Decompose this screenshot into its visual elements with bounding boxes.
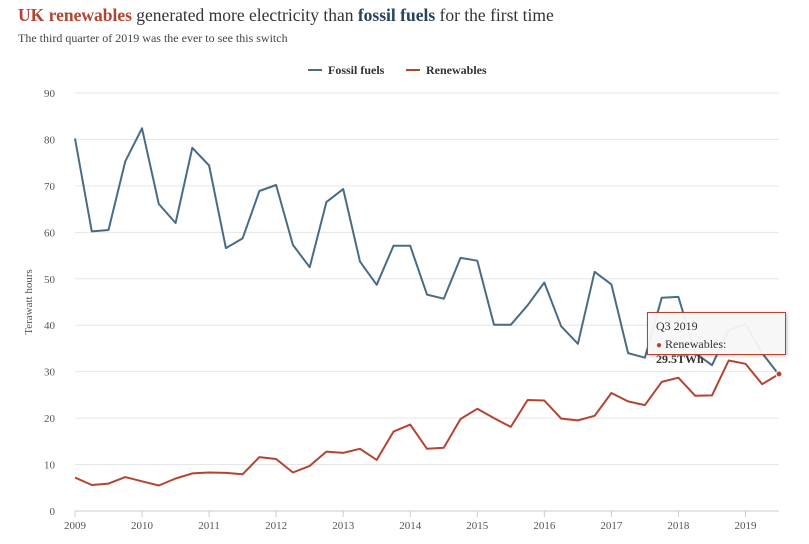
- x-tick-label: 2013: [332, 520, 355, 532]
- x-tick-label: 2010: [131, 520, 154, 532]
- legend: Fossil fuels Renewables: [308, 63, 487, 77]
- chart-title: UK renewables generated more electricity…: [18, 5, 554, 26]
- tooltip-label: Renewables:: [665, 337, 727, 351]
- y-tick-label: 90: [44, 88, 56, 100]
- y-tick-label: 40: [44, 320, 56, 332]
- x-tick-label: 2016: [533, 520, 556, 532]
- gridlines: [75, 92, 779, 466]
- title-middle: generated more electricity than: [131, 5, 358, 25]
- y-axis-ticks: 0 10 20 30 40 50 60 70 80 90: [44, 88, 56, 518]
- x-tick-label: 2011: [198, 520, 220, 532]
- x-axis: 2009 2010 2011 2012 2013 2014 2015 2016 2017 2018…: [64, 510, 779, 532]
- y-tick-label: 80: [44, 134, 56, 146]
- x-tick-label: 2012: [265, 520, 287, 532]
- y-tick-label: 70: [44, 181, 56, 193]
- tooltip-series-dot-icon: ●: [656, 340, 663, 351]
- legend-item-renewables[interactable]: Renewables: [426, 63, 487, 77]
- x-tick-label: 2019: [734, 520, 757, 532]
- tooltip-title: Q3 2019: [656, 319, 698, 333]
- data-tooltip: Q3 2019 ● Renewables: 29.5TWh: [647, 312, 786, 366]
- series-line-renewables[interactable]: [74, 359, 780, 487]
- y-tick-label: 20: [44, 413, 56, 425]
- y-tick-label: 10: [44, 460, 56, 472]
- title-renewables: UK renewables: [18, 5, 132, 25]
- y-tick-label: 30: [44, 367, 56, 379]
- x-tick-label: 2018: [667, 520, 690, 532]
- y-tick-label: 0: [50, 506, 56, 518]
- chart-subtitle: The third quarter of 2019 was the ever t…: [18, 31, 288, 45]
- legend-item-fossil-fuels[interactable]: Fossil fuels: [328, 63, 385, 77]
- title-end: for the first time: [435, 5, 554, 25]
- tooltip-marker: [775, 370, 783, 378]
- series-lines: [74, 127, 783, 487]
- y-axis-title: Terawatt hours: [23, 269, 35, 335]
- y-tick-label: 50: [44, 274, 56, 286]
- title-fossil-fuels: fossil fuels: [357, 5, 436, 25]
- x-tick-label: 2014: [399, 520, 422, 532]
- y-tick-label: 60: [44, 227, 56, 239]
- x-tick-label: 2017: [600, 520, 623, 532]
- tooltip-value: 29.5TWh: [656, 352, 704, 366]
- x-tick-label: 2015: [466, 520, 489, 532]
- series-line-fossil-fuels[interactable]: [74, 127, 780, 376]
- x-tick-label: 2009: [64, 520, 87, 532]
